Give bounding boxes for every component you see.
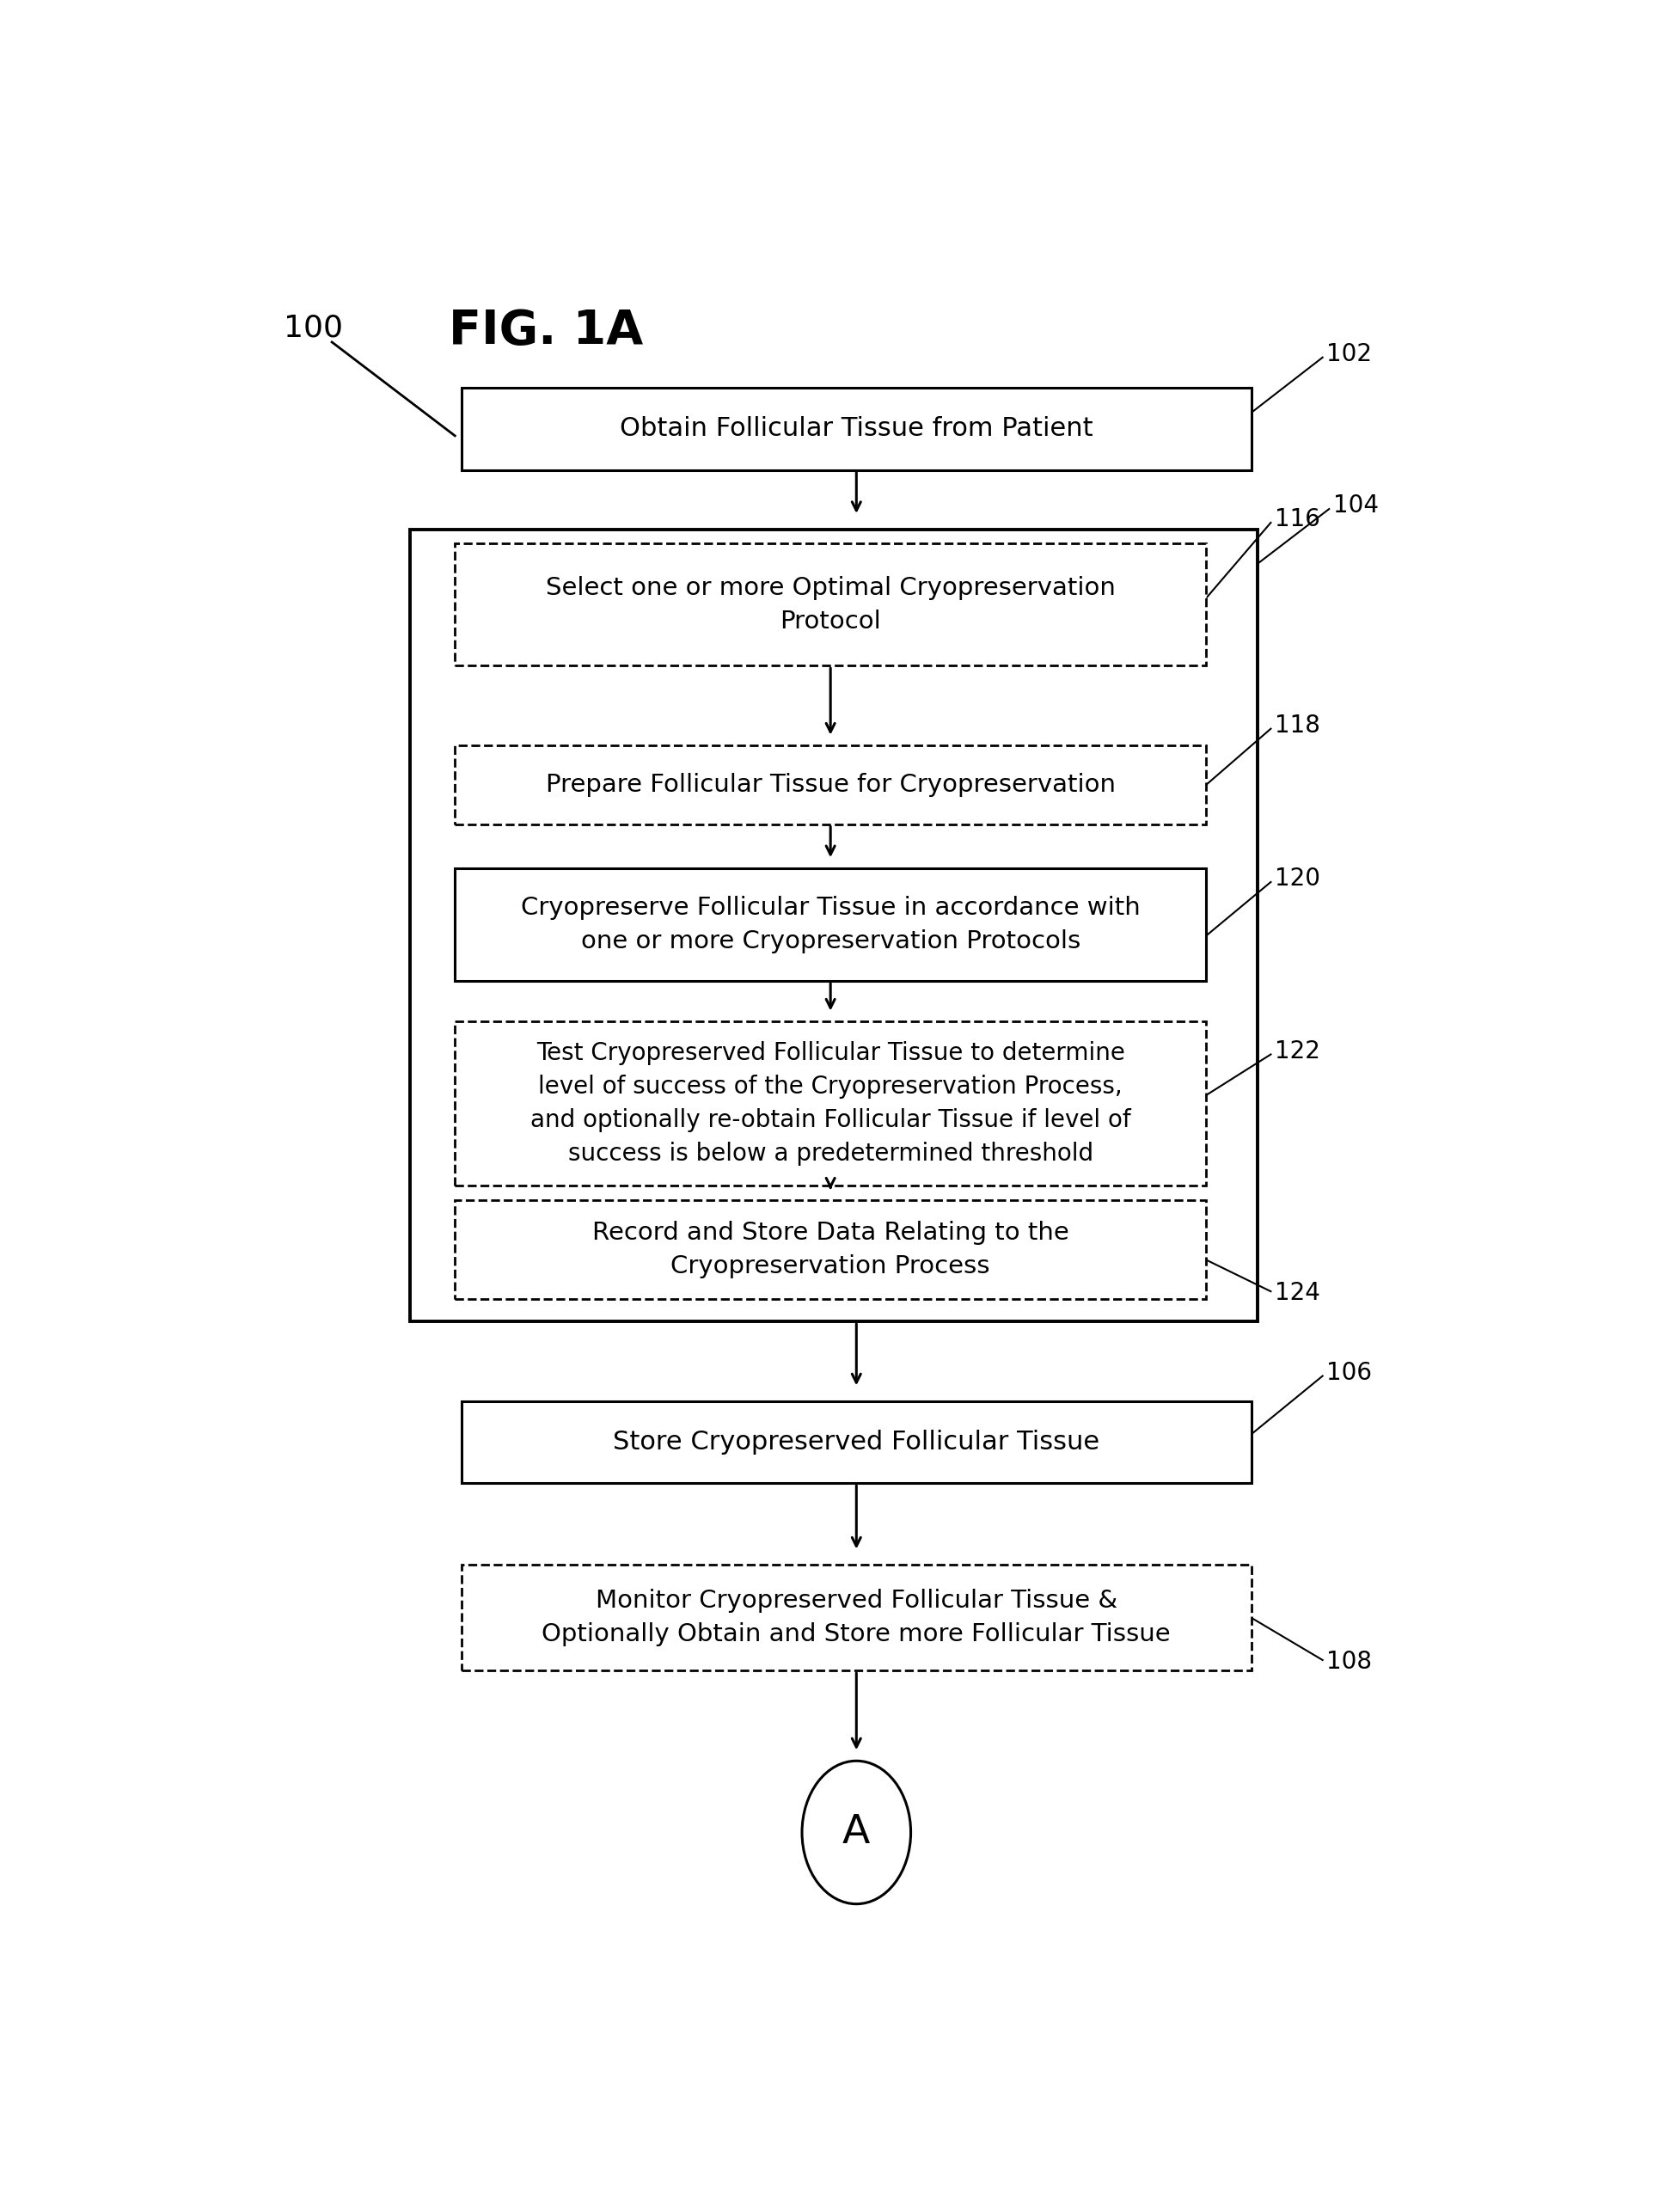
Text: 100: 100	[284, 314, 343, 343]
Text: 118: 118	[1275, 712, 1320, 737]
Text: 122: 122	[1275, 1040, 1320, 1064]
Text: Test Cryopreserved Follicular Tissue to determine
level of success of the Cryopr: Test Cryopreserved Follicular Tissue to …	[530, 1042, 1131, 1166]
Bar	[461, 387, 1252, 469]
Circle shape	[802, 1761, 911, 1905]
Text: 104: 104	[1333, 493, 1379, 518]
Bar	[455, 544, 1206, 666]
Text: Store Cryopreserved Follicular Tissue: Store Cryopreserved Follicular Tissue	[613, 1429, 1100, 1455]
Bar	[409, 529, 1258, 1321]
Text: A: A	[842, 1814, 871, 1851]
Bar	[455, 869, 1206, 980]
Text: Cryopreserve Follicular Tissue in accordance with
one or more Cryopreservation P: Cryopreserve Follicular Tissue in accord…	[521, 896, 1140, 953]
Text: 106: 106	[1327, 1360, 1372, 1385]
Text: Monitor Cryopreserved Follicular Tissue &
Optionally Obtain and Store more Folli: Monitor Cryopreserved Follicular Tissue …	[541, 1588, 1171, 1646]
Bar	[455, 1201, 1206, 1298]
Bar	[455, 745, 1206, 825]
Text: Prepare Follicular Tissue for Cryopreservation: Prepare Follicular Tissue for Cryopreser…	[545, 772, 1116, 796]
Text: 120: 120	[1275, 867, 1320, 891]
Text: Record and Store Data Relating to the
Cryopreservation Process: Record and Store Data Relating to the Cr…	[592, 1221, 1069, 1279]
Bar	[461, 1402, 1252, 1484]
Text: 108: 108	[1327, 1650, 1372, 1674]
Text: Perform Cryopreservation Process: Perform Cryopreservation Process	[556, 560, 1111, 588]
Text: 124: 124	[1275, 1281, 1320, 1305]
Text: FIG. 1A: FIG. 1A	[448, 307, 643, 354]
Text: Select one or more Optimal Cryopreservation
Protocol: Select one or more Optimal Cryopreservat…	[546, 575, 1115, 633]
Text: 102: 102	[1327, 343, 1372, 365]
Text: 116: 116	[1275, 507, 1320, 531]
Text: Obtain Follicular Tissue from Patient: Obtain Follicular Tissue from Patient	[620, 416, 1093, 442]
Bar	[461, 1566, 1252, 1670]
Bar	[455, 1022, 1206, 1186]
